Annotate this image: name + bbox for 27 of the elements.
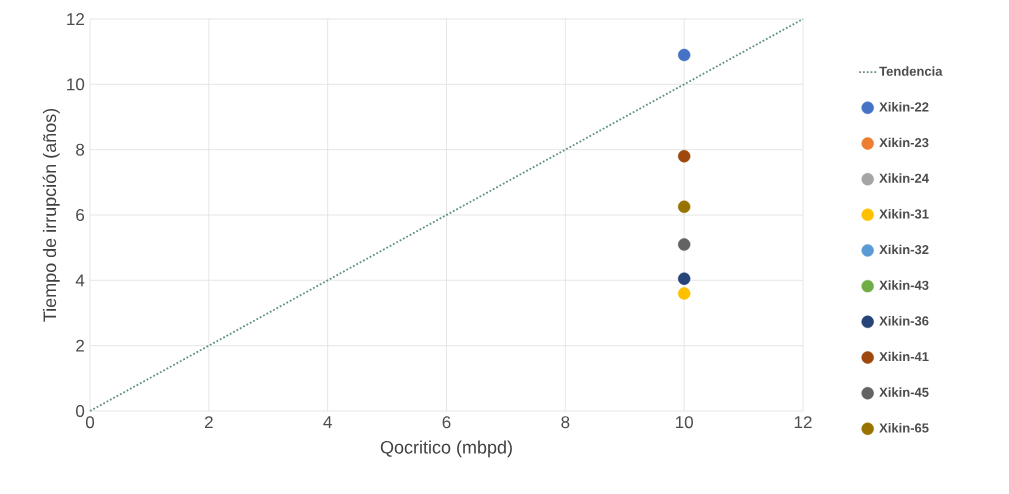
legend-label: Xikin-45 — [879, 387, 929, 397]
x-tick-label: 4 — [323, 416, 332, 428]
legend-label: Xikin-31 — [879, 208, 929, 219]
x-tick-label: 6 — [442, 416, 451, 429]
y-tick-label: 8 — [76, 143, 85, 156]
legend-label: Xikin-43 — [879, 280, 929, 290]
y-tick-label: 0 — [76, 404, 85, 418]
legend-label: Xikin-23 — [879, 137, 929, 148]
legend-label: Xikin-32 — [879, 244, 929, 255]
legend-label: Tendencia — [879, 66, 943, 76]
legend-label: Xikin-36 — [879, 315, 929, 326]
legend-label: Xikin-65 — [879, 423, 929, 433]
x-tick-label: 0 — [85, 416, 95, 429]
y-tick-label: 4 — [75, 274, 85, 287]
x-axis-title: Qocritico (mbpd) — [380, 440, 512, 458]
x-tick-label: 10 — [676, 416, 693, 429]
x-tick-label: 8 — [561, 416, 570, 429]
legend-label: Xikin-24 — [879, 173, 929, 183]
y-tick-label: 2 — [76, 339, 84, 352]
legend-label: Xikin-22 — [879, 101, 929, 112]
y-tick-label: 6 — [76, 208, 85, 222]
legend-label: Xikin-41 — [879, 351, 929, 362]
y-tick-label: 12 — [67, 13, 84, 25]
x-tick-label: 12 — [794, 416, 812, 429]
y-tick-label: 10 — [67, 78, 85, 91]
y-axis-title: Tiempo de irrupción (años) — [42, 108, 60, 322]
x-tick-label: 2 — [204, 416, 213, 429]
